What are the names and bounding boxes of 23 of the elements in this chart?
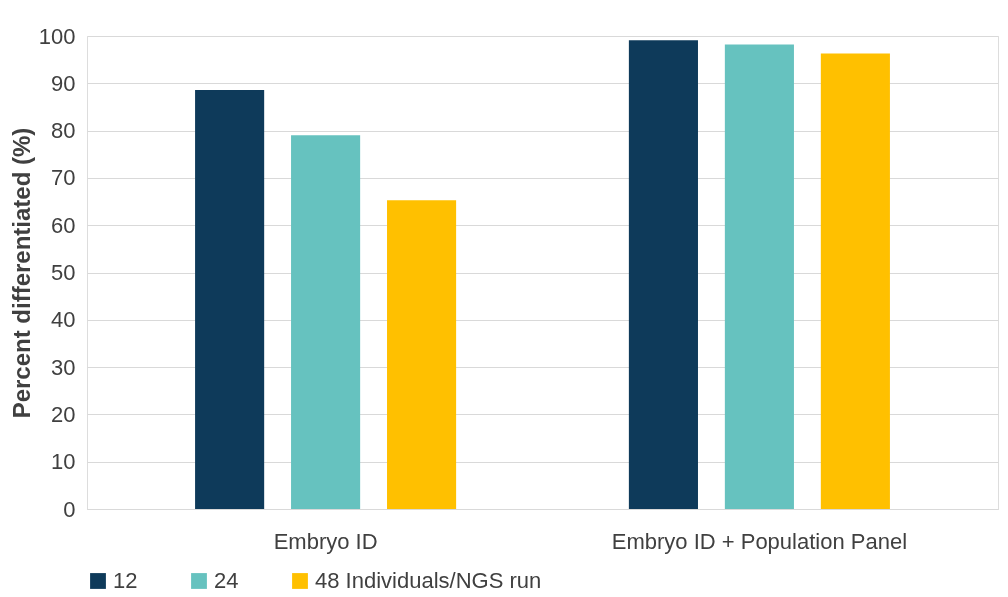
bar bbox=[195, 89, 265, 509]
y-tick-label: 0 bbox=[63, 496, 76, 522]
bar bbox=[291, 135, 361, 509]
bar bbox=[724, 44, 794, 509]
y-tick-label: 100 bbox=[38, 23, 76, 49]
y-tick-label: 20 bbox=[51, 401, 76, 427]
y-tick-label: 30 bbox=[51, 354, 76, 380]
y-tick-label: 10 bbox=[51, 449, 76, 475]
y-tick-label: 80 bbox=[51, 118, 76, 144]
y-tick-label: 70 bbox=[51, 165, 76, 191]
legend-label: 48 Individuals/NGS run bbox=[315, 568, 542, 593]
bar bbox=[820, 53, 890, 509]
y-tick-label: 50 bbox=[51, 260, 76, 285]
y-tick-label: 90 bbox=[51, 70, 76, 96]
legend-label: 12 bbox=[113, 568, 138, 593]
y-tick-label: 40 bbox=[51, 307, 76, 333]
x-tick-label: Embryo ID + Population Panel bbox=[611, 528, 908, 554]
y-axis-title: Percent differentiated (%) bbox=[7, 127, 35, 419]
bar bbox=[628, 40, 698, 509]
x-tick-label: Embryo ID bbox=[273, 528, 378, 554]
y-tick-label: 60 bbox=[51, 212, 76, 238]
bar bbox=[387, 200, 457, 509]
legend-label: 24 bbox=[214, 568, 239, 593]
